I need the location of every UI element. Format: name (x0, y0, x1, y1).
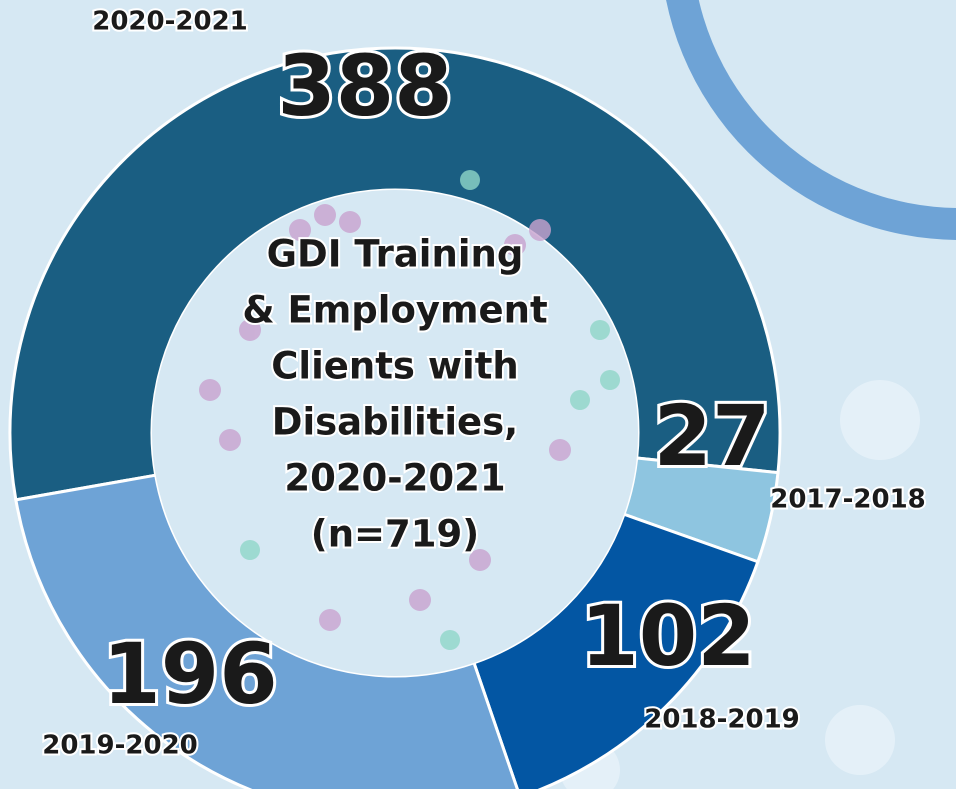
value-label: 27 (654, 387, 771, 485)
chart-title: Clients with (271, 345, 518, 388)
category-label: 2019-2020 (42, 731, 198, 761)
category-label: 2020-2021 (92, 7, 248, 37)
chart-title: Disabilities, (272, 401, 518, 444)
value-label: 196 (102, 625, 277, 723)
category-label: 2018-2019 (644, 705, 800, 735)
value-label: 102 (580, 587, 755, 685)
category-label: 2017-2018 (770, 485, 926, 515)
value-label: 388 (277, 37, 452, 135)
chart-title: 2020-2021 (284, 457, 505, 500)
chart-title: (n=719) (311, 513, 479, 556)
chart: 388 2020-2021 272017-2018 102 2018-2019 196 20… (0, 0, 956, 789)
page: 388 2020-2021 272017-2018 102 2018-2019 196 20… (0, 0, 956, 789)
chart-title: & Employment (242, 289, 547, 332)
chart-title: GDI Training (267, 233, 524, 276)
